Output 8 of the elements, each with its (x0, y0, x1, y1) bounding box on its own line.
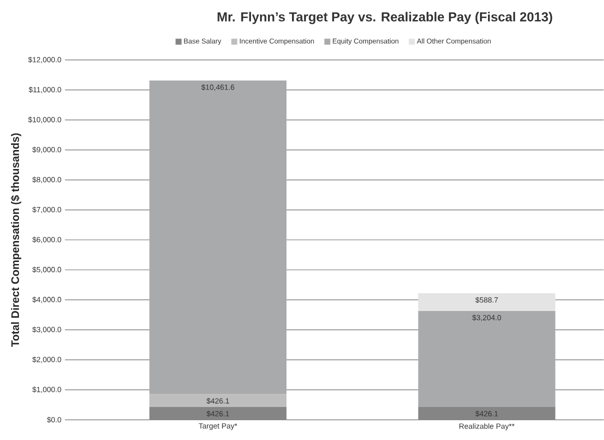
y-axis-title: Total Direct Compensation ($ thousands) (10, 133, 22, 347)
chart-title: Mr. Flynn’s Target Pay vs. Realizable Pay (Fiscal 2013) (218, 12, 552, 24)
bar (149, 394, 286, 408)
bar (418, 407, 556, 420)
bar (418, 293, 556, 312)
bar (418, 311, 556, 408)
bar (149, 80, 286, 394)
bar (149, 407, 286, 420)
